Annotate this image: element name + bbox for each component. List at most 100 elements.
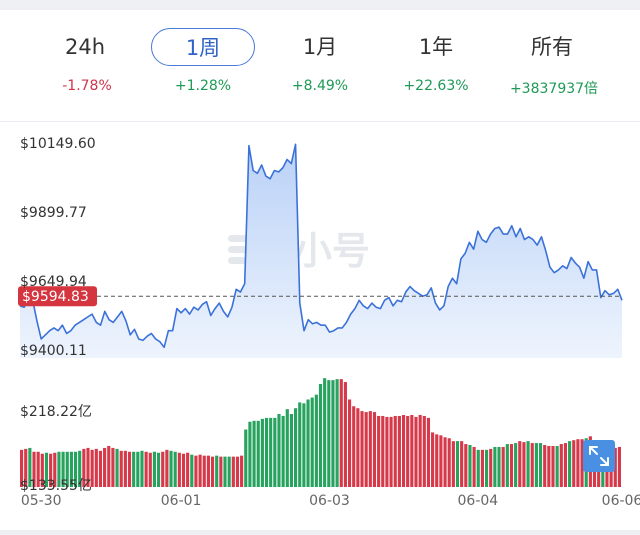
volume-bar (127, 451, 132, 487)
volume-bar (435, 434, 439, 487)
volume-bar (169, 450, 173, 487)
volume-max-label: $218.22亿 (20, 404, 92, 420)
volume-bar (559, 444, 563, 487)
expand-button[interactable] (583, 440, 615, 472)
volume-bar (235, 456, 240, 487)
price-series: $9594.83 (18, 143, 623, 358)
volume-bar (455, 441, 460, 487)
volume-bar (123, 450, 127, 487)
volume-bar (240, 455, 244, 487)
volume-bar (57, 451, 61, 487)
volume-bar (215, 455, 219, 487)
volume-bar (364, 412, 368, 487)
volume-bar (194, 455, 198, 487)
volume-bar (476, 449, 480, 487)
volume-bar (393, 415, 397, 487)
divider (0, 121, 640, 122)
period-tabs: 24h 1周 1月 1年 所有 -1.78% +1.28% +8.49% +22… (0, 10, 640, 120)
volume-bar (206, 455, 210, 487)
volume-bar (90, 449, 94, 487)
volume-bar (306, 399, 310, 487)
tab-1week[interactable]: 1周 (151, 28, 255, 66)
y-tick-label: $10149.60 (20, 136, 96, 152)
current-price-label: $9594.83 (22, 289, 89, 305)
volume-bar (73, 451, 78, 487)
volume-bar (219, 456, 223, 487)
volume-bar (563, 443, 568, 487)
volume-bar (103, 447, 107, 487)
x-tick-label: 06-04 (458, 493, 499, 509)
volume-bar (381, 415, 385, 487)
volume-bar (111, 447, 115, 487)
tab-24h[interactable]: 24h (64, 35, 106, 59)
volume-bar (165, 449, 169, 487)
axis-labels: $10149.60 $9899.77 $9649.94 $9400.11 $218.22… (20, 136, 640, 509)
volume-bar (144, 451, 148, 487)
x-tick-label: 06-01 (161, 493, 202, 509)
tab-1month[interactable]: 1月 (302, 35, 338, 59)
volume-bar (140, 450, 144, 487)
volume-bar (522, 442, 526, 487)
volume-bar (53, 452, 57, 487)
volume-bar (572, 440, 576, 487)
volume-bar (497, 446, 501, 487)
volume-bar (501, 446, 505, 487)
volume-bar (451, 441, 455, 487)
volume-bar (24, 448, 28, 487)
volume-bar (347, 399, 352, 487)
volume-bar (547, 445, 551, 487)
change-24h: -1.78% (62, 78, 112, 94)
change-1month: +8.49% (291, 78, 349, 94)
volume-bar (65, 451, 69, 487)
volume-bar (148, 452, 152, 487)
volume-bar (331, 380, 335, 487)
volume-bar (327, 380, 331, 487)
volume-bar (534, 443, 538, 487)
x-tick-label: 05-30 (21, 493, 62, 509)
volume-bar (152, 451, 157, 487)
volume-bars (20, 378, 621, 487)
volume-bar (44, 452, 49, 487)
volume-bar (132, 451, 136, 487)
volume-bar (472, 446, 476, 487)
volume-bar (302, 403, 306, 487)
volume-bar (352, 406, 356, 487)
volume-bar (314, 394, 318, 487)
volume-bar (269, 417, 273, 487)
volume-bar (372, 412, 377, 487)
volume-bar (360, 411, 364, 487)
volume-bar (264, 417, 269, 487)
volume-bar (198, 454, 202, 487)
volume-bar (343, 382, 347, 487)
volume-bar (202, 455, 206, 487)
volume-bar (36, 451, 40, 487)
volume-bar (526, 441, 530, 487)
volume-bar (617, 446, 621, 487)
volume-bar (310, 397, 314, 487)
volume-bar (161, 451, 165, 487)
volume-bar (568, 441, 572, 487)
y-tick-label: $9649.94 (20, 274, 87, 290)
volume-bar (256, 420, 260, 487)
volume-bar (468, 445, 472, 487)
volume-bar (505, 444, 509, 487)
volume-bar (530, 443, 534, 487)
change-1year: +22.63% (403, 78, 469, 94)
volume-bar (493, 446, 497, 487)
volume-bar (61, 451, 65, 487)
volume-bar (119, 450, 123, 487)
volume-bar (335, 379, 339, 487)
volume-bar (260, 418, 264, 487)
volume-bar (177, 452, 181, 487)
volume-bar (20, 449, 24, 487)
volume-bar (377, 415, 381, 487)
volume-bar (484, 449, 489, 487)
volume-bar (464, 444, 468, 487)
tab-all[interactable]: 所有 (531, 35, 573, 59)
volume-bar (210, 456, 215, 487)
tab-1year[interactable]: 1年 (418, 35, 454, 59)
volume-bar (418, 414, 422, 487)
volume-bar (514, 443, 518, 487)
x-tick-label: 06-06 (602, 493, 640, 509)
volume-bar (426, 417, 431, 487)
